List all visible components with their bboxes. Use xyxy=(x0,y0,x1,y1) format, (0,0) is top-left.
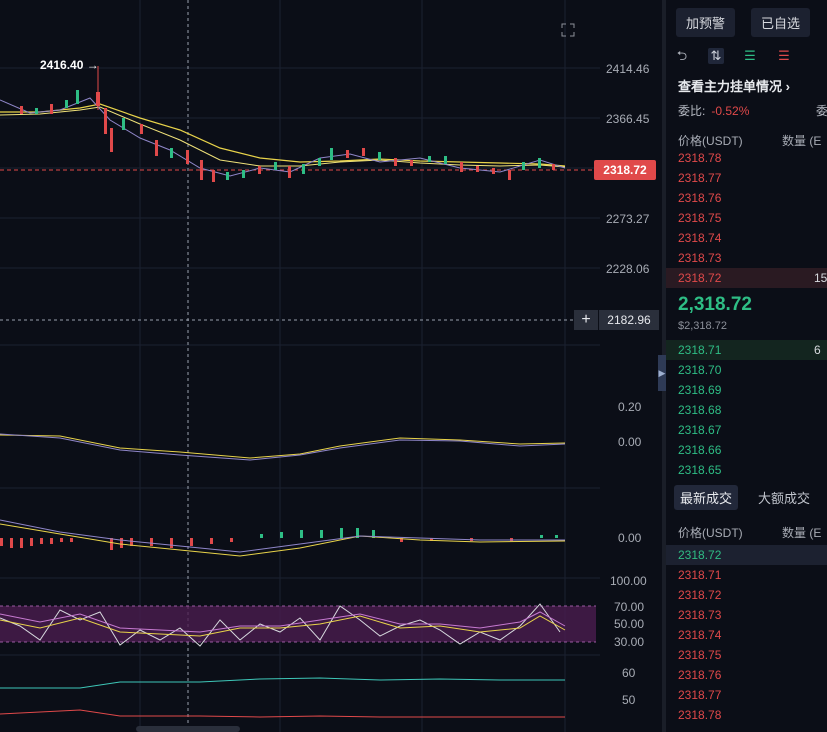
trade-row: 2318.77 xyxy=(678,688,722,702)
bid-row[interactable]: 2318.68 xyxy=(678,403,722,417)
tab-latest-trades[interactable]: 最新成交 xyxy=(674,485,739,510)
rsi-line-pink xyxy=(0,611,566,633)
ask-price: 2318.72 xyxy=(678,271,722,285)
trade-qty-column-header: 数量 (E xyxy=(782,526,822,540)
trade-price-column-header: 价格(USDT) xyxy=(678,526,743,540)
ask-row[interactable]: 2318.74 xyxy=(678,231,722,245)
ask-row-highlight[interactable]: 2318.72 15 xyxy=(666,268,827,288)
orderbook-header: 价格(USDT) 数量 (E xyxy=(678,132,821,149)
chart-canvas[interactable] xyxy=(0,0,600,732)
macd-histogram xyxy=(0,528,558,550)
add-crosshair-button[interactable]: + xyxy=(574,310,598,330)
big-orders-link[interactable]: 查看主力挂单情况 › xyxy=(678,79,790,94)
trades-header: 价格(USDT) 数量 (E xyxy=(678,524,821,541)
bid-price: 2318.71 xyxy=(678,343,722,357)
bid-row[interactable]: 2318.66 xyxy=(678,443,722,457)
tab-large-trades[interactable]: 大额成交 xyxy=(758,491,811,506)
orderbook-asks-icon[interactable]: ☰ xyxy=(778,48,790,63)
indicator1-axis-label: 0.00 xyxy=(618,435,642,449)
ma-line-gold xyxy=(0,106,566,168)
high-price-marker: 2416.40 → xyxy=(40,58,99,72)
last-price-tag: 2318.72 xyxy=(594,160,656,180)
macd-line-yellow xyxy=(0,523,566,557)
price-axis-label: 2366.45 xyxy=(606,112,650,126)
ma-line-yellow xyxy=(0,103,566,167)
ask-row[interactable]: 2318.77 xyxy=(678,171,722,185)
expand-icon[interactable] xyxy=(560,22,576,38)
bid-row[interactable]: 2318.67 xyxy=(678,423,722,437)
watchlist-button[interactable]: 已自选 xyxy=(751,8,811,37)
orderbook-bids-icon[interactable]: ☰ xyxy=(744,48,756,63)
rsi-line-yellow xyxy=(0,615,566,637)
qty-column-header: 数量 (E xyxy=(782,134,822,148)
mid-price: 2,318.72 xyxy=(678,294,752,315)
trade-row: 2318.73 xyxy=(678,608,722,622)
bid-row[interactable]: 2318.69 xyxy=(678,383,722,397)
bid-row[interactable]: 2318.70 xyxy=(678,363,722,377)
trade-row: 2318.71 xyxy=(678,568,722,582)
trade-row: 2318.74 xyxy=(678,628,722,642)
trade-row: 2318.78 xyxy=(678,708,722,722)
trades-tabs: 最新成交 大额成交 xyxy=(674,485,816,510)
add-alert-button[interactable]: 加预警 xyxy=(676,8,736,37)
chart-scroll-handle[interactable] xyxy=(136,726,240,732)
ratio-label-truncated: 委 xyxy=(816,104,827,118)
price-axis-label: 2414.46 xyxy=(606,62,650,76)
bid-ask-ratio: 委比: -0.52% 委 xyxy=(678,102,827,119)
ask-row[interactable]: 2318.76 xyxy=(678,191,722,205)
bid-qty: 6 xyxy=(814,343,821,357)
indicator4-line-cyan xyxy=(0,677,565,689)
rsi-axis-label: 50.00 xyxy=(614,617,645,631)
indicator4-axis-label: 50 xyxy=(622,693,636,707)
bid-row[interactable]: 2318.65 xyxy=(678,463,722,477)
ask-row[interactable]: 2318.75 xyxy=(678,211,722,225)
candlesticks xyxy=(20,66,555,182)
indicator4-axis-label: 60 xyxy=(622,666,636,680)
trade-row: 2318.72 xyxy=(666,545,827,565)
indicator2-axis-label: 0.00 xyxy=(618,531,642,545)
rsi-axis-label: 70.00 xyxy=(614,600,645,614)
ask-qty: 15 xyxy=(814,271,827,285)
rsi-axis-label: 30.00 xyxy=(614,635,645,649)
orderbook-split-icon[interactable]: ⇅ xyxy=(708,48,724,64)
trade-row: 2318.75 xyxy=(678,648,722,662)
price-column-header: 价格(USDT) xyxy=(678,134,743,148)
trade-row: 2318.76 xyxy=(678,668,722,682)
macd-line-purple xyxy=(0,519,565,553)
ask-row[interactable]: 2318.78 xyxy=(678,151,722,165)
indicator1-line-yellow xyxy=(0,434,566,459)
orderbook-both-icon[interactable]: ⮌ xyxy=(676,48,688,63)
kline-chart[interactable]: 2416.40 → + xyxy=(0,0,600,732)
orderbook-mode-toggle: ⮌ ⇅ ☰ ☰ xyxy=(674,48,792,64)
collapse-panel-icon[interactable]: ▶ xyxy=(658,355,666,391)
mid-price-usd: $2,318.72 xyxy=(678,320,727,332)
ratio-value: -0.52% xyxy=(711,104,750,118)
crosshair-price-tag: 2182.96 xyxy=(599,310,659,330)
indicator4-line-red xyxy=(0,709,565,718)
indicator1-line-purple xyxy=(0,433,566,461)
trade-row: 2318.72 xyxy=(678,588,722,602)
rsi-axis-label: 100.00 xyxy=(610,574,647,588)
rsi-line-white xyxy=(0,603,561,647)
price-axis-label: 2228.06 xyxy=(606,262,650,276)
ratio-label: 委比: xyxy=(678,104,706,118)
indicator1-axis-label: 0.20 xyxy=(618,400,642,414)
bid-row-highlight[interactable]: 2318.71 6 xyxy=(666,340,827,360)
orderbook-panel: 加预警 已自选 ⮌ ⇅ ☰ ☰ 查看主力挂单情况 › 委比: -0.52% 委 价… xyxy=(666,0,827,732)
price-axis-label: 2273.27 xyxy=(606,212,650,226)
ask-row[interactable]: 2318.73 xyxy=(678,251,722,265)
